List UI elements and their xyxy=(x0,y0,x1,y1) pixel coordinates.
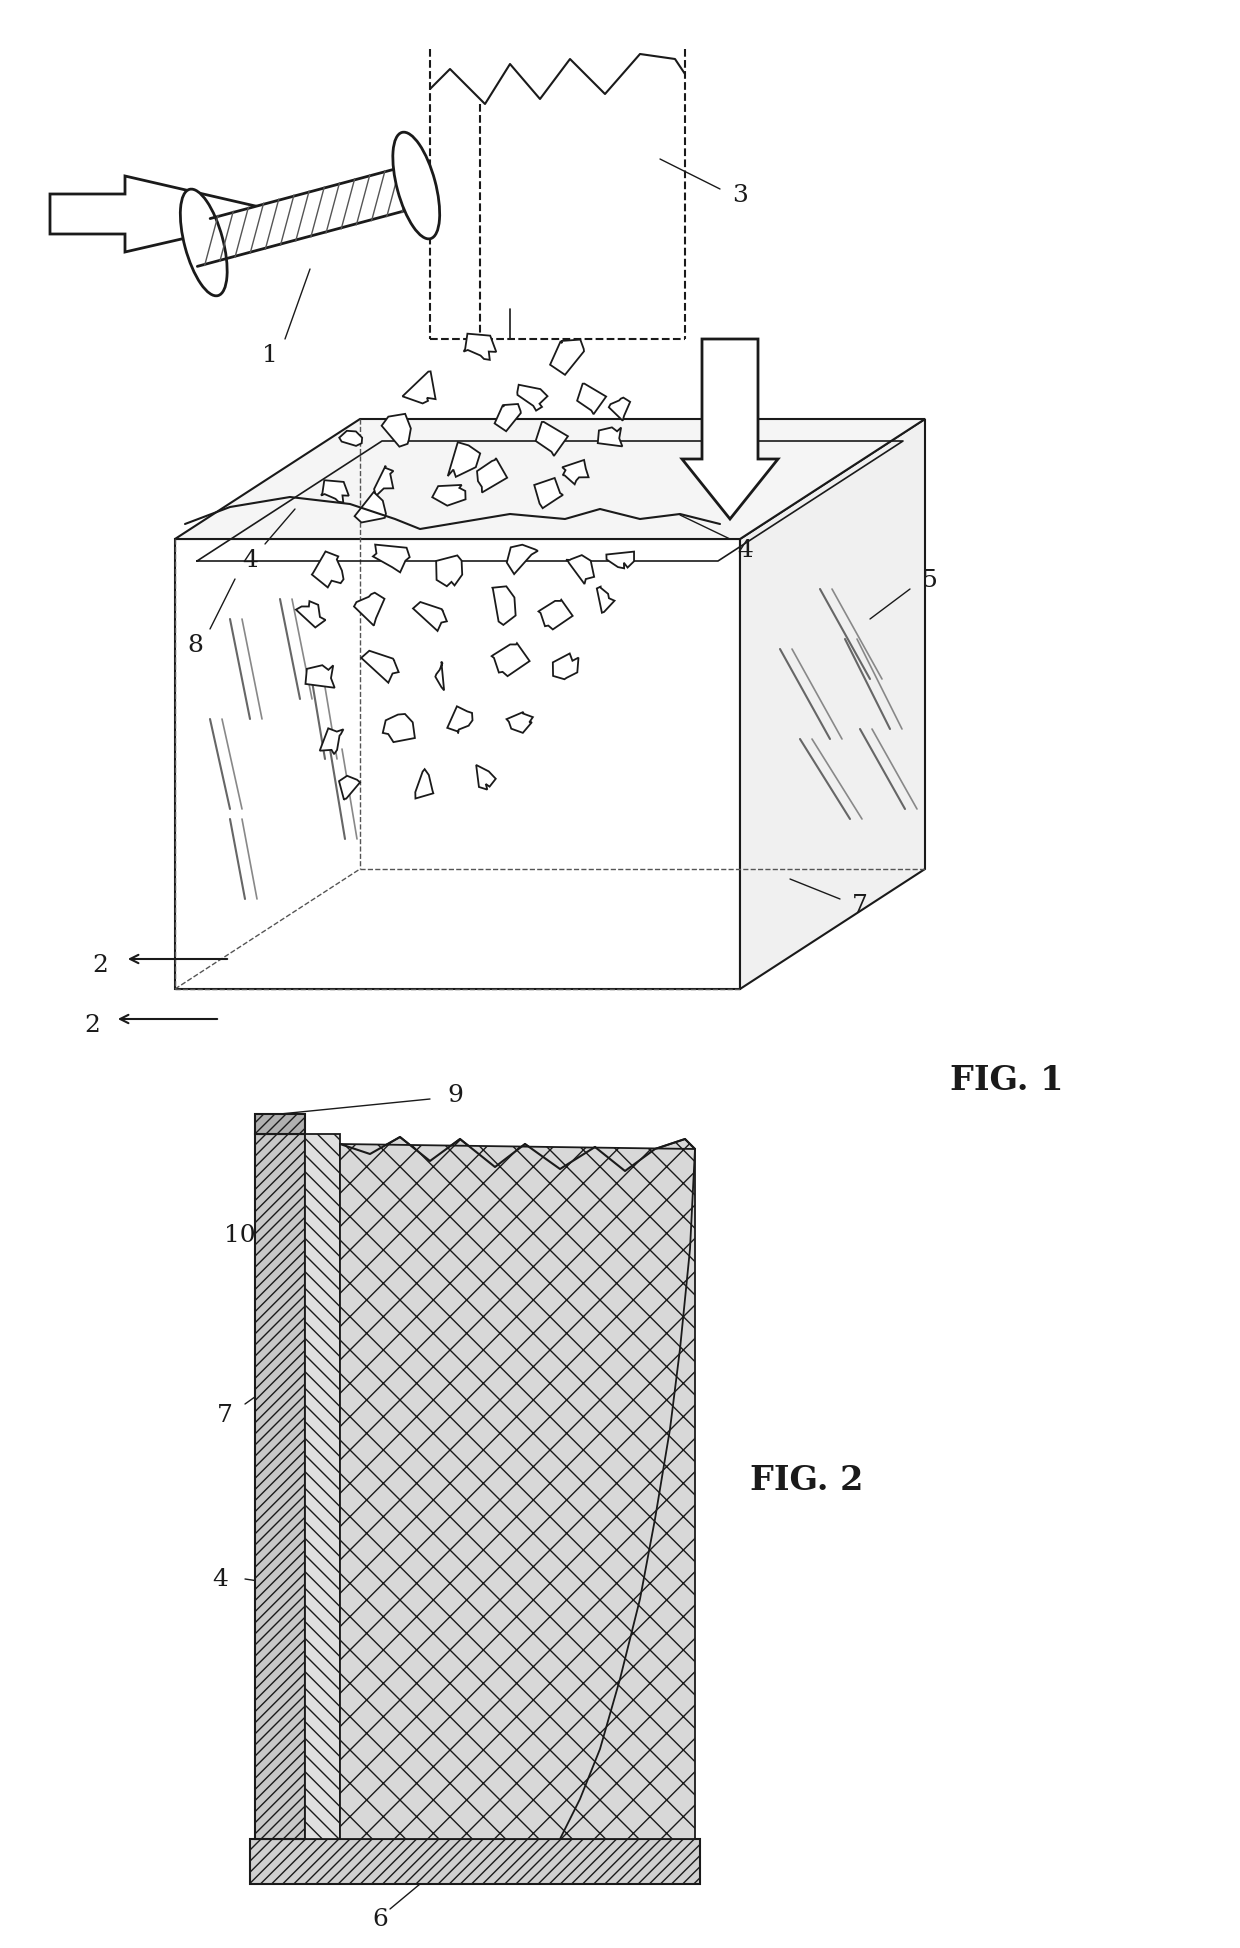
Polygon shape xyxy=(507,713,533,734)
Polygon shape xyxy=(562,462,589,485)
Polygon shape xyxy=(340,1138,694,1839)
Text: 1: 1 xyxy=(262,343,278,366)
Text: FIG. 1: FIG. 1 xyxy=(950,1064,1064,1097)
Text: FIG. 2: FIG. 2 xyxy=(750,1463,863,1496)
Text: 9: 9 xyxy=(448,1083,463,1106)
Polygon shape xyxy=(296,602,326,627)
Polygon shape xyxy=(551,341,584,376)
Polygon shape xyxy=(476,766,496,791)
Polygon shape xyxy=(339,777,360,801)
Text: 10: 10 xyxy=(224,1223,255,1247)
Polygon shape xyxy=(436,555,463,586)
Text: 5: 5 xyxy=(923,569,937,590)
Text: 2: 2 xyxy=(84,1013,100,1036)
Polygon shape xyxy=(682,339,777,520)
Polygon shape xyxy=(175,540,740,990)
Polygon shape xyxy=(197,162,423,267)
Polygon shape xyxy=(464,335,496,360)
Polygon shape xyxy=(492,586,516,625)
Polygon shape xyxy=(577,384,606,415)
Polygon shape xyxy=(312,551,343,588)
Polygon shape xyxy=(361,651,399,684)
Polygon shape xyxy=(340,432,362,446)
Polygon shape xyxy=(320,729,343,754)
Polygon shape xyxy=(355,493,386,524)
Text: 7: 7 xyxy=(217,1403,233,1426)
Polygon shape xyxy=(433,485,465,506)
Text: 4: 4 xyxy=(242,547,258,571)
Polygon shape xyxy=(507,545,538,575)
Polygon shape xyxy=(321,481,348,503)
Polygon shape xyxy=(606,553,634,569)
Polygon shape xyxy=(596,588,615,614)
Polygon shape xyxy=(534,479,563,508)
Polygon shape xyxy=(374,466,393,497)
Text: 2: 2 xyxy=(92,953,108,976)
Text: 4: 4 xyxy=(737,538,753,561)
Polygon shape xyxy=(353,594,384,627)
Polygon shape xyxy=(175,419,925,540)
Polygon shape xyxy=(598,429,622,448)
Polygon shape xyxy=(255,1134,305,1839)
Text: 6: 6 xyxy=(372,1907,388,1930)
Polygon shape xyxy=(448,707,472,734)
Polygon shape xyxy=(435,662,444,692)
Polygon shape xyxy=(538,600,573,629)
Polygon shape xyxy=(255,1114,305,1134)
Polygon shape xyxy=(305,1134,340,1839)
Polygon shape xyxy=(553,655,579,680)
Polygon shape xyxy=(340,1143,694,1839)
Polygon shape xyxy=(740,419,925,990)
Ellipse shape xyxy=(180,191,227,296)
Text: 7: 7 xyxy=(852,892,868,916)
Ellipse shape xyxy=(393,132,440,240)
Polygon shape xyxy=(383,715,415,742)
Polygon shape xyxy=(609,399,630,421)
Text: 8: 8 xyxy=(187,633,203,656)
Polygon shape xyxy=(250,1839,701,1884)
Polygon shape xyxy=(50,177,290,253)
Polygon shape xyxy=(448,442,480,477)
Polygon shape xyxy=(382,415,410,448)
Polygon shape xyxy=(492,643,529,676)
Polygon shape xyxy=(495,405,521,432)
Polygon shape xyxy=(536,423,568,456)
Polygon shape xyxy=(517,386,548,411)
Text: 3: 3 xyxy=(732,183,748,206)
Text: 4: 4 xyxy=(212,1568,228,1592)
Polygon shape xyxy=(305,666,335,688)
Polygon shape xyxy=(413,602,446,631)
Polygon shape xyxy=(403,372,435,405)
Polygon shape xyxy=(373,545,409,573)
Polygon shape xyxy=(567,555,594,584)
Polygon shape xyxy=(415,769,433,799)
Polygon shape xyxy=(477,460,507,493)
